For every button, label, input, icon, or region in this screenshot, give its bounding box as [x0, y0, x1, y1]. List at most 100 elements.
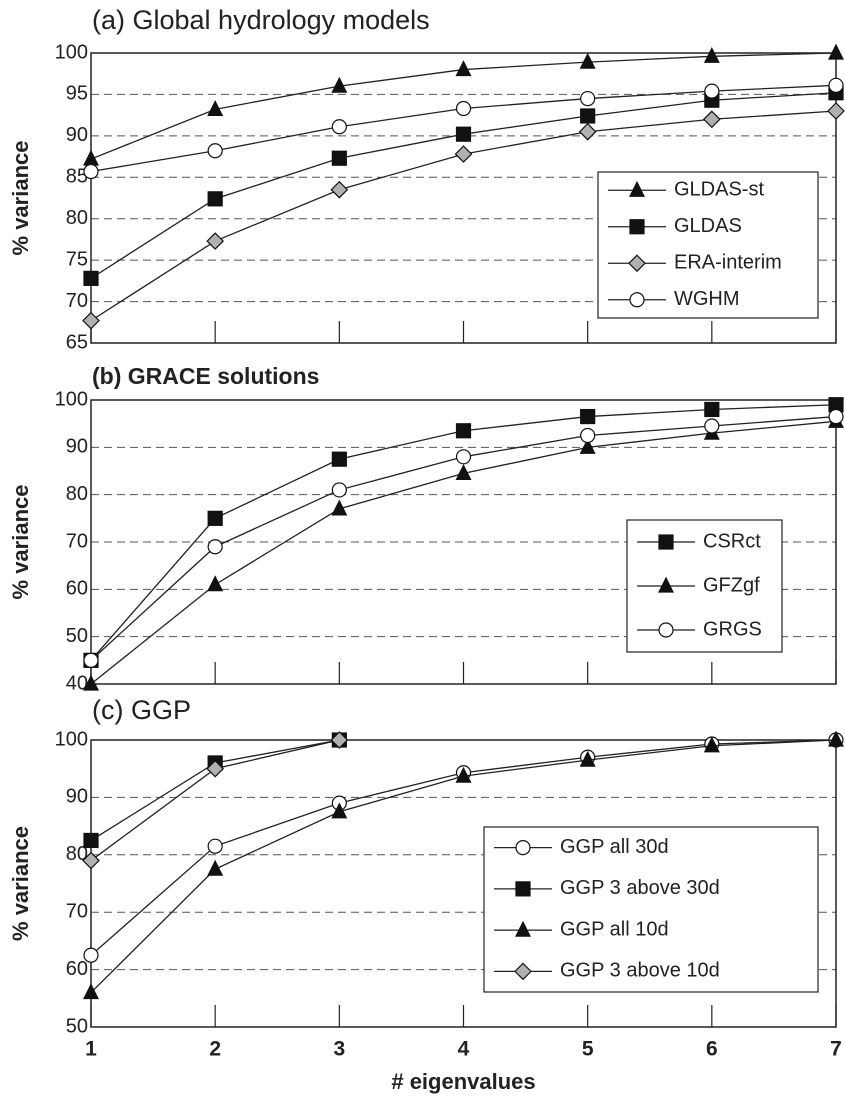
marker [83, 674, 99, 691]
marker [454, 145, 473, 163]
y-tick-label: 60 [66, 958, 88, 980]
marker [514, 962, 532, 981]
marker [704, 418, 720, 434]
y-tick-label: 100 [55, 388, 88, 410]
y-tick-label: 75 [66, 248, 88, 270]
marker [82, 851, 100, 870]
marker [629, 292, 645, 308]
marker [515, 881, 531, 897]
y-tick-label: 70 [66, 900, 88, 922]
marker [658, 622, 674, 638]
y-tick-label: 50 [66, 1015, 88, 1037]
marker [702, 110, 721, 129]
legend-label: GGP 3 above 30d [560, 877, 720, 899]
panel-title: (c) GGP [92, 695, 191, 725]
legend-label: GFZgf [703, 574, 760, 596]
y-tick-label: 70 [66, 530, 88, 552]
marker [83, 149, 99, 166]
marker [206, 759, 225, 778]
legend-box [483, 826, 819, 993]
x-tick-label: 1 [85, 1038, 97, 1061]
legend-label: GGP 3 above 10d [560, 960, 720, 982]
marker [515, 840, 531, 856]
y-axis-label: % variance [8, 141, 33, 256]
marker [206, 232, 225, 250]
marker [83, 947, 99, 963]
legend-label: GRGS [703, 618, 762, 640]
y-tick-label: 90 [66, 436, 88, 458]
x-tick-label: 2 [209, 1038, 221, 1061]
y-axis-label: % variance [8, 826, 33, 941]
marker [207, 575, 224, 592]
y-tick-label: 80 [66, 483, 88, 505]
marker [82, 311, 100, 330]
marker [330, 731, 349, 749]
marker [515, 920, 531, 937]
marker [579, 52, 596, 69]
y-tick-label: 70 [66, 290, 88, 312]
marker [455, 766, 472, 783]
y-tick-label: 50 [66, 625, 88, 647]
y-tick-label: 90 [66, 786, 88, 808]
marker [455, 100, 472, 117]
legend-label: GLDAS [674, 215, 742, 237]
x-tick-label: 7 [830, 1038, 842, 1061]
marker [828, 730, 844, 747]
legend-label: ERA-interim [674, 252, 782, 274]
y-tick-label: 80 [66, 207, 88, 229]
marker [207, 838, 223, 854]
marker [455, 60, 472, 77]
marker [828, 77, 844, 93]
marker [580, 90, 596, 107]
y-tick-label: 40 [66, 672, 88, 694]
marker [828, 408, 844, 425]
marker [455, 423, 472, 439]
x-tick-label: 3 [333, 1038, 345, 1061]
marker [629, 219, 645, 235]
marker [704, 83, 720, 99]
marker [207, 539, 223, 555]
marker [207, 100, 224, 116]
legend-label: CSRct [703, 530, 761, 552]
y-axis-label: % variance [8, 485, 33, 600]
marker [658, 576, 674, 593]
marker [83, 832, 99, 849]
marker [580, 408, 596, 425]
marker [580, 108, 596, 124]
y-tick-label: 95 [66, 83, 88, 105]
marker [207, 859, 224, 876]
plot-frame [90, 739, 837, 1028]
marker [83, 652, 99, 668]
marker [828, 43, 844, 60]
legend-label: GLDAS-st [674, 179, 764, 201]
marker [455, 449, 472, 465]
marker [579, 437, 596, 454]
panel-title: (b) GRACE solutions [92, 363, 319, 389]
marker [207, 143, 223, 159]
series-line [90, 739, 340, 842]
legend-label: GGP all 30d [560, 836, 669, 858]
y-tick-label: 65 [66, 331, 88, 353]
y-tick-label: 80 [66, 843, 88, 865]
marker [331, 76, 348, 93]
marker [330, 180, 349, 199]
plot-frame [90, 399, 837, 685]
marker [579, 750, 596, 767]
marker [580, 427, 596, 444]
marker [629, 180, 645, 197]
marker [331, 499, 348, 516]
y-tick-label: 85 [66, 166, 88, 188]
marker [83, 270, 99, 286]
marker [331, 802, 348, 819]
marker [331, 451, 347, 467]
marker [331, 150, 347, 166]
marker [658, 534, 674, 550]
marker [455, 126, 472, 142]
panel-title: (a) Global hydrology models [92, 5, 430, 35]
marker [704, 401, 720, 418]
marker [628, 254, 646, 273]
plot-frame [90, 52, 837, 344]
legend-label: WGHM [674, 288, 740, 310]
marker [578, 122, 597, 141]
